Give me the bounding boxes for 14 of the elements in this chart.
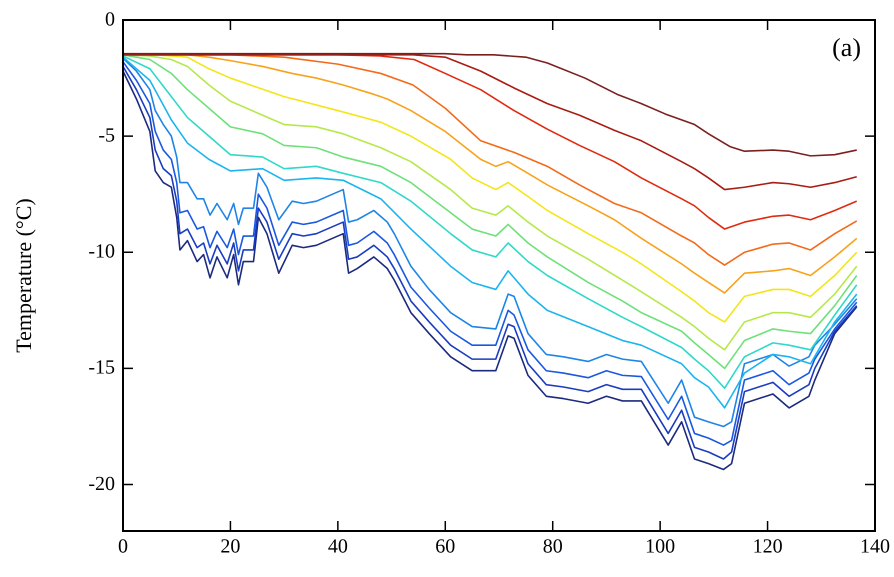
x-tick-label: 120 <box>752 535 783 558</box>
y-tick-label: -5 <box>98 124 115 146</box>
x-tick-label: 20 <box>220 535 240 558</box>
x-tick-label: 80 <box>542 535 563 558</box>
y-tick-label: -15 <box>88 356 115 379</box>
x-tick-label: 100 <box>645 535 676 558</box>
x-tick-label: 140 <box>860 535 890 558</box>
y-tick-label: 0 <box>105 8 115 30</box>
y-tick-label: -20 <box>88 472 115 495</box>
x-tick-label: 40 <box>328 535 348 558</box>
x-tick-label: 60 <box>435 535 456 558</box>
y-axis-title: Temperature (°C) <box>10 198 36 353</box>
annotation: (a) <box>832 32 861 62</box>
y-tick-label: -10 <box>88 240 115 263</box>
